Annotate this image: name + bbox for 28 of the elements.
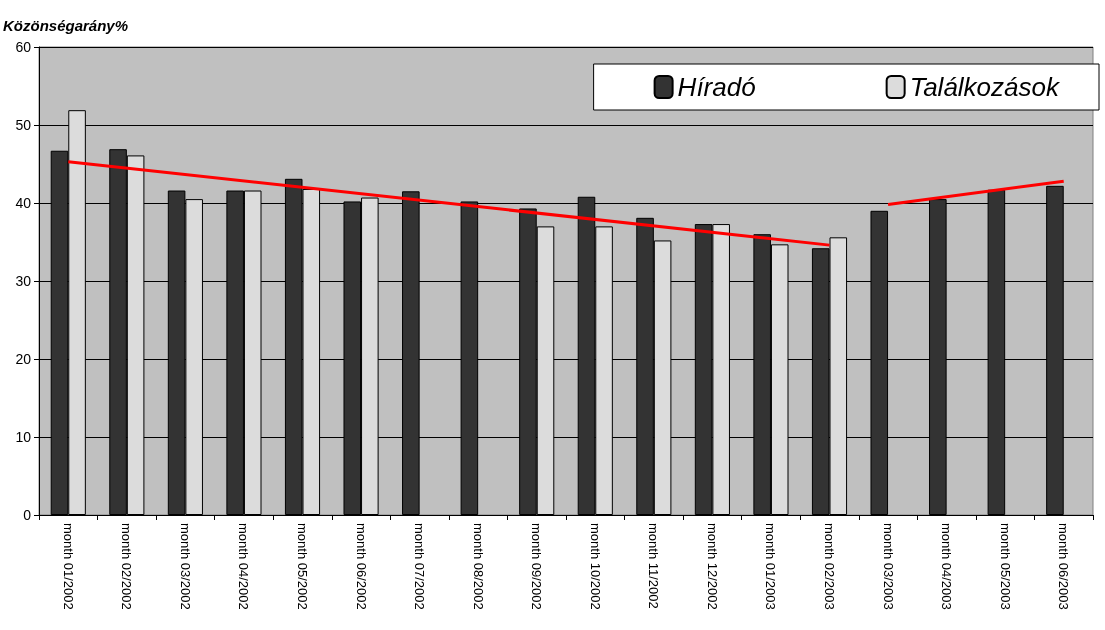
x-tick-label: month 11/2002	[646, 523, 662, 609]
y-tick-label: 20	[15, 351, 32, 367]
x-tick-label: month 01/2002	[60, 523, 76, 610]
legend-label: Találkozások	[909, 72, 1061, 102]
x-tick-label: month 01/2003	[763, 523, 779, 610]
y-tick-label: 50	[15, 117, 32, 133]
x-tick-label: month 08/2002	[470, 523, 486, 610]
x-tick-label: month 07/2002	[412, 523, 428, 610]
x-tick-label: month 05/2003	[997, 523, 1013, 610]
x-tick-label: month 06/2002	[353, 523, 369, 610]
x-tick-label: month 04/2002	[236, 523, 252, 610]
legend-label: Híradó	[677, 72, 756, 102]
x-tick-label: month 03/2002	[177, 523, 193, 610]
x-tick-label: month 02/2002	[119, 523, 135, 610]
x-tick-label: month 03/2003	[880, 523, 896, 610]
x-tick-label: month 06/2003	[1056, 523, 1072, 610]
y-tick-label: 10	[15, 429, 32, 445]
x-tick-label: month 10/2002	[587, 523, 603, 610]
x-tick-label: month 09/2002	[529, 523, 545, 610]
y-axis-title: Közönségarány%	[3, 17, 129, 34]
x-tick-label: month 12/2002	[704, 523, 720, 610]
y-tick-label: 60	[15, 39, 32, 55]
x-tick-label: month 04/2003	[939, 523, 955, 610]
y-tick-label: 40	[15, 195, 32, 211]
x-tick-label: month 02/2003	[822, 523, 837, 610]
x-tick-label: month 05/2002	[295, 523, 310, 610]
y-tick-label: 0	[23, 507, 32, 523]
y-tick-label: 30	[15, 273, 32, 289]
